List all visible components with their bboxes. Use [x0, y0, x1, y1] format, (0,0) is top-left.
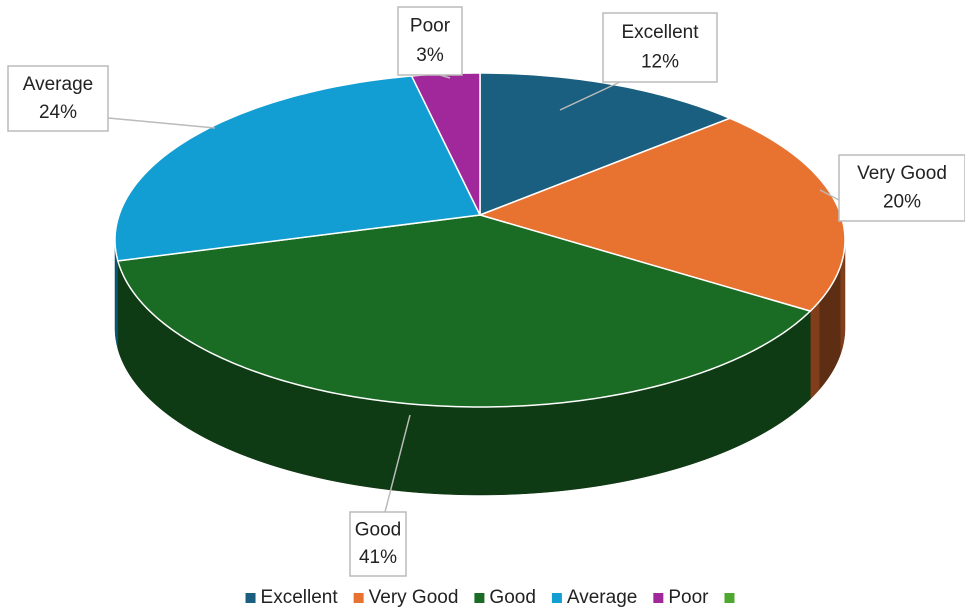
callout-box [397, 6, 463, 76]
slice [114, 75, 482, 262]
data-label-name: Excellent [621, 22, 699, 43]
legend-swatch [353, 593, 364, 603]
legend-swatch [724, 593, 735, 603]
callout-box [602, 12, 718, 83]
data-label-value: 12% [641, 52, 679, 73]
leader-line [819, 189, 840, 201]
data-label-value: 24% [39, 102, 77, 123]
legend-swatch [474, 593, 485, 603]
leader-line [107, 117, 216, 129]
data-label-name: Poor [410, 16, 451, 37]
data-label-value: 3% [416, 45, 444, 66]
legend-label: Average [567, 587, 637, 608]
legend-label: Good [489, 587, 535, 608]
callout-box [349, 511, 407, 577]
legend-swatch [245, 593, 256, 603]
data-label-value: 41% [359, 547, 397, 568]
data-label-name: Average [23, 74, 93, 95]
data-label-value: 20% [883, 192, 921, 213]
legend-swatch [653, 593, 664, 603]
callout-box [7, 65, 109, 132]
data-label-name: Very Good [857, 163, 947, 184]
legend-label: Poor [668, 587, 709, 608]
leader-line [384, 414, 411, 513]
legend-label: Excellent [261, 587, 339, 608]
legend: Excellent Very Good Good Average Poor [245, 587, 735, 608]
data-label-name: Good [355, 520, 401, 541]
slice-side [819, 266, 841, 390]
leader-line [559, 81, 621, 111]
legend-label: Very Good [369, 587, 459, 608]
legend-swatch [551, 593, 562, 603]
slice [116, 214, 812, 408]
callout-box [838, 154, 965, 222]
